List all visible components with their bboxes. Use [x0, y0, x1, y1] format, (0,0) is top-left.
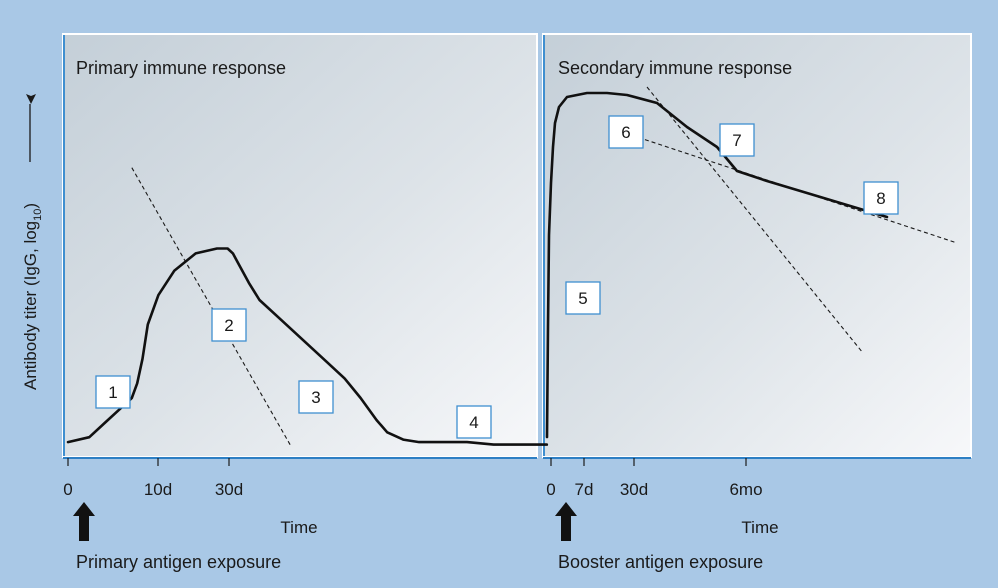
svg-text:Antibody titer (IgG, log10): Antibody titer (IgG, log10) [21, 203, 44, 390]
secondary-annotation-box [719, 123, 755, 157]
primary-titer-curve [66, 247, 549, 446]
primary-annotation-box [95, 375, 131, 409]
primary-annotation-box [456, 405, 492, 439]
secondary-tick-label: 6mo [729, 480, 762, 499]
primary-tick-label: 30d [215, 480, 243, 499]
primary-x-axis-label: Time [280, 518, 317, 537]
primary-chart-title: Primary immune response [76, 58, 286, 78]
secondary-exposure-arrow-icon [555, 502, 577, 541]
primary-annotation-label: 1 [108, 383, 117, 402]
primary-exposure-label: Primary antigen exposure [76, 552, 281, 572]
primary-annotation-label: 2 [224, 316, 233, 335]
secondary-titer-curve [545, 91, 889, 439]
secondary-tick-label: 30d [620, 480, 648, 499]
secondary-annotation-label: 5 [578, 289, 587, 308]
secondary-annotation-label: 8 [876, 189, 885, 208]
secondary-annotation-box [863, 181, 899, 215]
primary-tick-label: 0 [63, 480, 72, 499]
primary-tick-label: 10d [144, 480, 172, 499]
primary-annotation-label: 3 [311, 388, 320, 407]
secondary-x-axis-label: Time [741, 518, 778, 537]
secondary-annotation-box [565, 281, 601, 315]
secondary-tick-label: 0 [546, 480, 555, 499]
secondary-tick-label: 7d [575, 480, 594, 499]
secondary-fast-decay-fit-line [646, 86, 864, 354]
primary-exposure-arrow-icon [73, 502, 95, 541]
secondary-annotation-box [608, 115, 644, 149]
primary-annotation-label: 4 [469, 413, 478, 432]
primary-decay-fit-line [131, 167, 292, 448]
y-axis-label: Antibody titer (IgG, log10) [21, 104, 44, 390]
primary-annotation-box [298, 380, 334, 414]
secondary-exposure-label: Booster antigen exposure [558, 552, 763, 572]
secondary-annotation-label: 7 [732, 131, 741, 150]
primary-annotation-box [211, 308, 247, 342]
y-axis-arrow-icon [26, 94, 36, 104]
secondary-panel-background [542, 33, 972, 458]
secondary-annotation-label: 6 [621, 123, 630, 142]
secondary-slow-decay-fit-line [624, 132, 958, 244]
secondary-chart-title: Secondary immune response [558, 58, 792, 78]
